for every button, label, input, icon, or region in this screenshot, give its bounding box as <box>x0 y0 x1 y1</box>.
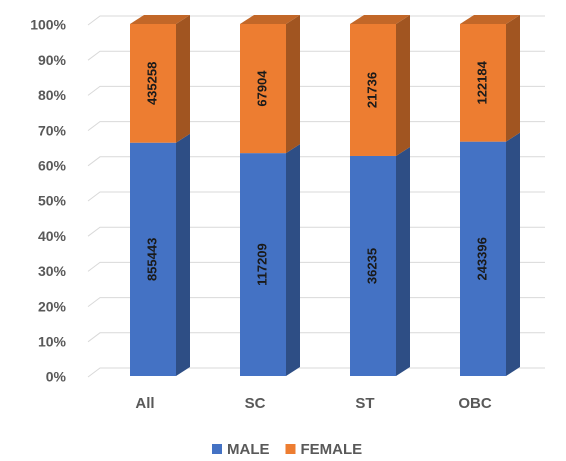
bar <box>460 141 506 376</box>
x-tick-label: All <box>135 395 154 412</box>
y-tick-label: 30% <box>38 263 67 279</box>
y-tick-label: 100% <box>30 17 66 33</box>
y-tick-label: 60% <box>38 158 67 174</box>
bar <box>460 24 506 142</box>
x-tick-label: SC <box>245 395 266 412</box>
y-tick-label: 80% <box>38 87 67 103</box>
data-label: 435258 <box>144 62 159 105</box>
bar-side <box>506 15 520 142</box>
bar <box>350 24 396 156</box>
data-label: 243396 <box>474 237 489 280</box>
data-label: 855443 <box>144 238 159 281</box>
bar <box>240 24 286 154</box>
bar-side <box>176 133 190 376</box>
y-tick-label: 20% <box>38 298 67 314</box>
y-tick-label: 0% <box>46 369 67 385</box>
y-tick-label: 40% <box>38 228 67 244</box>
data-label: 122184 <box>474 60 489 104</box>
bar-side <box>396 15 410 156</box>
legend-swatch <box>212 444 222 454</box>
y-tick-label: 90% <box>38 52 67 68</box>
bar <box>130 24 176 143</box>
data-label: 67904 <box>254 70 269 107</box>
data-label: 117209 <box>254 243 269 286</box>
legend: MALE FEMALE <box>212 441 362 458</box>
bar-side <box>286 15 300 154</box>
data-label: 36235 <box>364 248 379 284</box>
bar-side <box>176 15 190 143</box>
legend-label: MALE <box>227 441 270 458</box>
y-tick-label: 50% <box>38 193 67 209</box>
bar <box>240 153 286 376</box>
bar-top <box>350 15 410 24</box>
bar-side <box>506 132 520 376</box>
legend-label: FEMALE <box>301 441 363 458</box>
bar-top <box>460 15 520 24</box>
y-tick-label: 70% <box>38 122 67 138</box>
x-tick-label: OBC <box>458 395 492 412</box>
bar <box>130 142 176 376</box>
data-label: 21736 <box>364 72 379 108</box>
y-tick-label: 10% <box>38 334 67 350</box>
bar-top <box>240 15 300 24</box>
bar-side <box>396 146 410 376</box>
bar <box>350 155 396 376</box>
legend-swatch <box>285 444 296 454</box>
bar-side <box>286 144 300 376</box>
x-tick-label: ST <box>355 395 374 412</box>
bar-top <box>130 15 190 24</box>
